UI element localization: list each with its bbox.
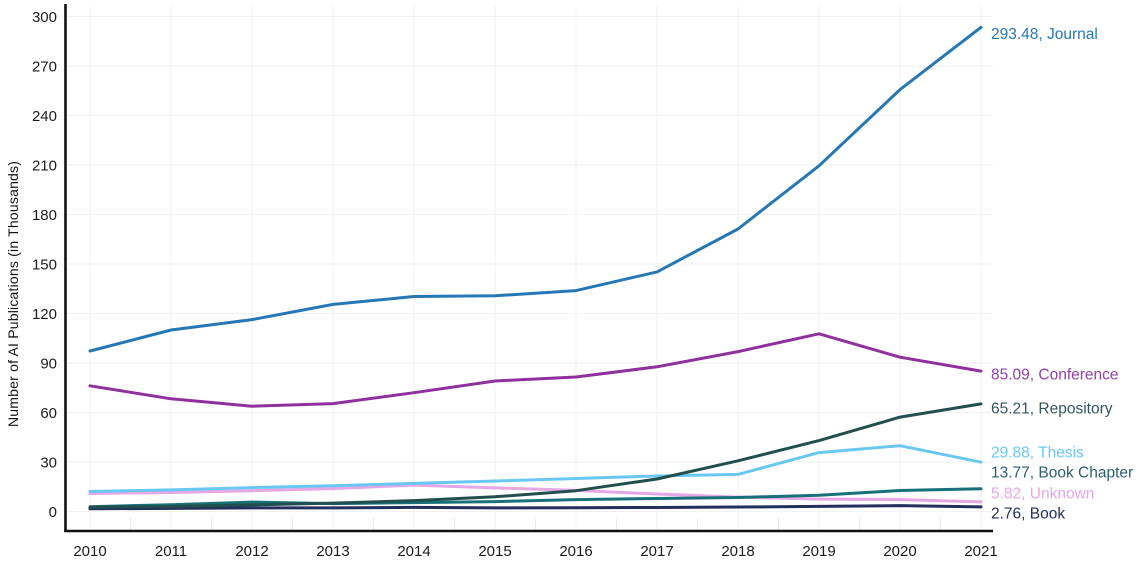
line-conference — [88, 332, 983, 408]
x-tick-label-2019: 2019 — [802, 543, 835, 560]
end-label-conference: 85.09, Conference — [991, 367, 1119, 384]
y-tick-label-0: 0 — [49, 504, 57, 521]
end-label-thesis: 29.88, Thesis — [991, 445, 1084, 462]
line-unknown — [88, 483, 983, 504]
x-gridlines — [89, 6, 982, 530]
y-tick-label-30: 30 — [40, 455, 57, 472]
x-tick-label-2014: 2014 — [397, 543, 430, 560]
x-tick-label-2013: 2013 — [316, 543, 349, 560]
end-label-unknown: 5.82, Unknown — [991, 485, 1094, 502]
line-book — [88, 504, 983, 511]
y-axis-title: Number of AI Publications (in Thousands) — [5, 161, 21, 427]
x-minor-ticks — [129, 517, 942, 530]
axes — [64, 4, 993, 533]
x-tick-label-2010: 2010 — [73, 543, 106, 560]
y-gridlines — [66, 15, 993, 513]
end-label-book-chapter: 13.77, Book Chapter — [991, 464, 1133, 481]
x-tick-label-2021: 2021 — [964, 543, 997, 560]
line-book-chapter — [88, 487, 983, 509]
end-label-repository: 65.21, Repository — [991, 400, 1113, 417]
y-tick-label-90: 90 — [40, 356, 57, 373]
series-lines — [88, 25, 983, 511]
x-tick-labels: 2010 2011 2012 2013 2014 2015 2016 2017 2018 2019… — [73, 543, 997, 560]
series-end-labels: 5.82, Unknown 29.88, Thesis 2.76, Book 13.7… — [991, 26, 1133, 523]
end-label-journal: 293.48, Journal — [991, 26, 1098, 43]
y-tick-label-210: 210 — [32, 158, 57, 175]
end-label-book: 2.76, Book — [991, 505, 1065, 522]
line-journal — [88, 25, 983, 353]
x-tick-label-2016: 2016 — [559, 543, 592, 560]
x-tick-label-2017: 2017 — [640, 543, 673, 560]
y-tick-label-240: 240 — [32, 108, 57, 125]
line-repository — [88, 402, 983, 509]
y-tick-label-270: 270 — [32, 59, 57, 76]
y-tick-label-120: 120 — [32, 306, 57, 323]
y-tick-label-150: 150 — [32, 257, 57, 274]
y-tick-label-300: 300 — [32, 9, 57, 26]
y-tick-labels: 0 30 60 90 120 150 180 210 240 270 300 — [32, 9, 57, 521]
x-tick-label-2011: 2011 — [155, 543, 187, 560]
x-tick-label-2020: 2020 — [883, 543, 916, 560]
y-tick-label-60: 60 — [40, 405, 57, 422]
x-tick-label-2015: 2015 — [478, 543, 511, 560]
line-thesis — [88, 444, 983, 493]
x-tick-label-2018: 2018 — [721, 543, 754, 560]
x-tick-label-2012: 2012 — [235, 543, 268, 560]
y-tick-label-180: 180 — [32, 207, 57, 224]
